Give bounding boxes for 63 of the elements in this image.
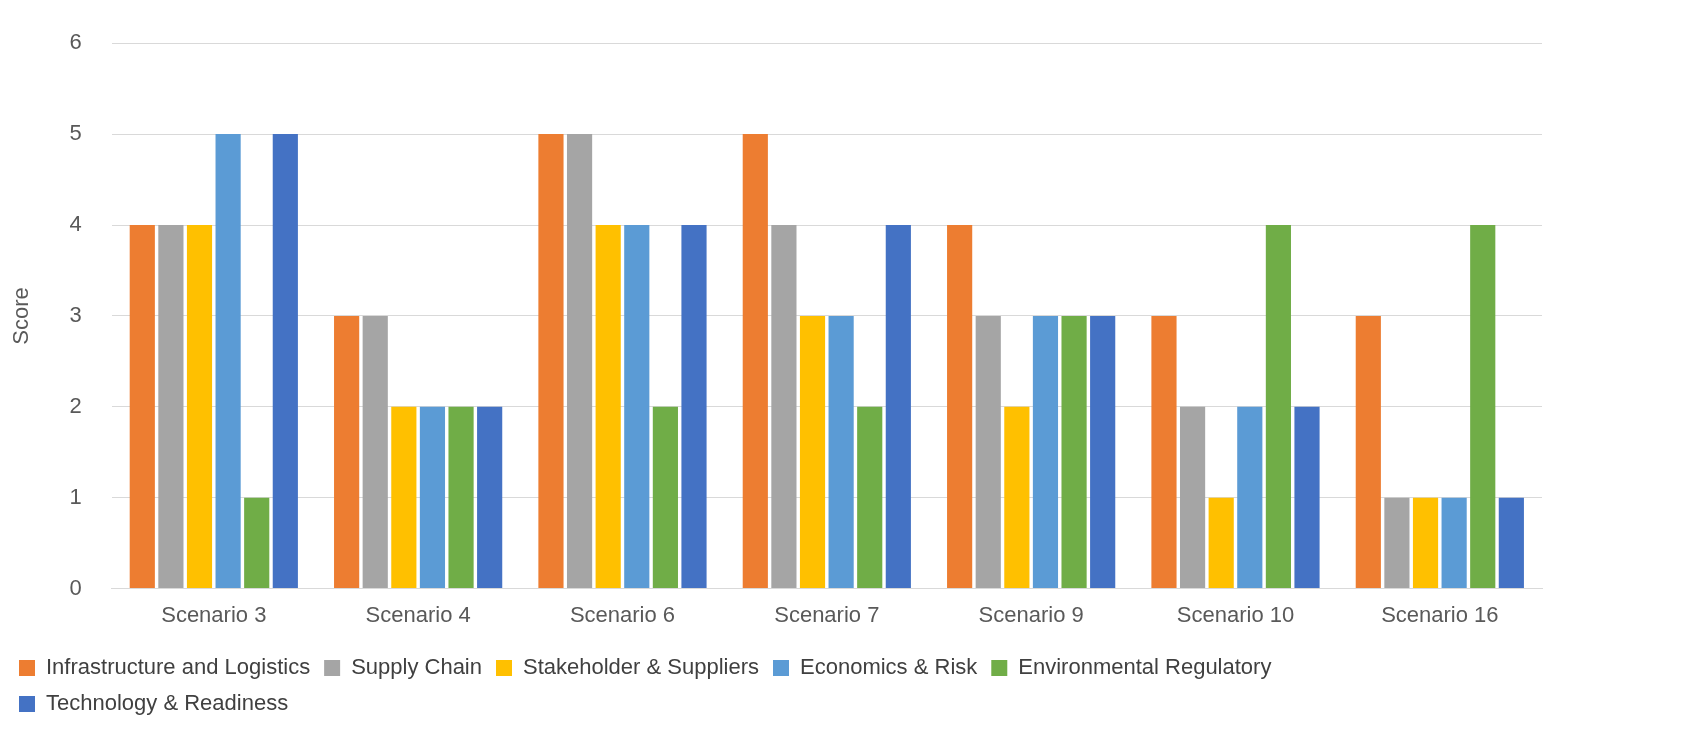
bar xyxy=(1294,406,1320,589)
y-tick-label: 6 xyxy=(69,29,82,55)
bar xyxy=(1355,315,1381,589)
bar xyxy=(742,134,768,589)
bar xyxy=(1208,497,1234,589)
x-tick-label: Scenario 9 xyxy=(978,601,1084,627)
legend-label: Stakeholder & Suppliers xyxy=(522,654,760,680)
bar xyxy=(771,225,797,589)
bar xyxy=(652,406,678,589)
bar xyxy=(828,315,854,589)
legend-label: Supply Chain xyxy=(351,654,482,680)
bar xyxy=(1498,497,1524,589)
bar xyxy=(129,225,155,589)
legend-label: Infrastructure and Logistics xyxy=(46,654,311,680)
bar xyxy=(477,406,503,589)
bar xyxy=(1004,406,1030,589)
bar xyxy=(1061,315,1087,589)
bar xyxy=(1265,225,1291,589)
bar xyxy=(1237,406,1263,589)
y-axis-title: Score xyxy=(8,287,34,345)
bar xyxy=(1441,497,1467,589)
bar xyxy=(334,315,360,589)
y-tick-label: 0 xyxy=(69,574,82,600)
legend-label: Economics & Risk xyxy=(800,654,979,680)
y-tick-label: 3 xyxy=(69,301,82,327)
legend-label: Technology & Readiness xyxy=(46,690,289,716)
bar xyxy=(1179,406,1206,589)
bar xyxy=(538,134,564,589)
bar xyxy=(391,406,417,589)
x-tick-label: Scenario 3 xyxy=(161,601,267,627)
bar xyxy=(215,134,241,589)
x-tick-label: Scenario 7 xyxy=(774,601,880,627)
bar xyxy=(244,497,270,589)
bar xyxy=(362,315,388,589)
bar xyxy=(1151,315,1177,589)
bar xyxy=(1412,497,1439,589)
bar xyxy=(799,315,826,589)
bar xyxy=(624,225,650,589)
bar xyxy=(1032,315,1059,589)
x-tick-label: Scenario 6 xyxy=(569,601,676,627)
legend-label: Environmental Regulatory xyxy=(1018,654,1272,680)
x-tick-label: Scenario 16 xyxy=(1381,601,1499,627)
bar xyxy=(1384,497,1410,589)
bar xyxy=(681,225,707,589)
y-tick-label: 5 xyxy=(69,120,82,146)
bar xyxy=(272,134,298,589)
bar xyxy=(158,225,184,589)
bar xyxy=(186,225,213,589)
bar xyxy=(595,225,621,589)
bar xyxy=(1470,225,1496,589)
bar xyxy=(975,315,1001,589)
bar xyxy=(857,406,883,589)
x-tick-label: Scenario 10 xyxy=(1176,601,1295,627)
bar xyxy=(419,406,446,589)
y-tick-label: 2 xyxy=(69,392,82,418)
bar xyxy=(947,225,973,589)
y-tick-label: 1 xyxy=(69,483,82,509)
bar xyxy=(885,225,911,589)
y-tick-label: 4 xyxy=(69,211,82,237)
bar xyxy=(1090,315,1116,589)
bar xyxy=(566,134,593,589)
bar xyxy=(448,406,474,589)
x-tick-label: Scenario 4 xyxy=(365,601,471,627)
